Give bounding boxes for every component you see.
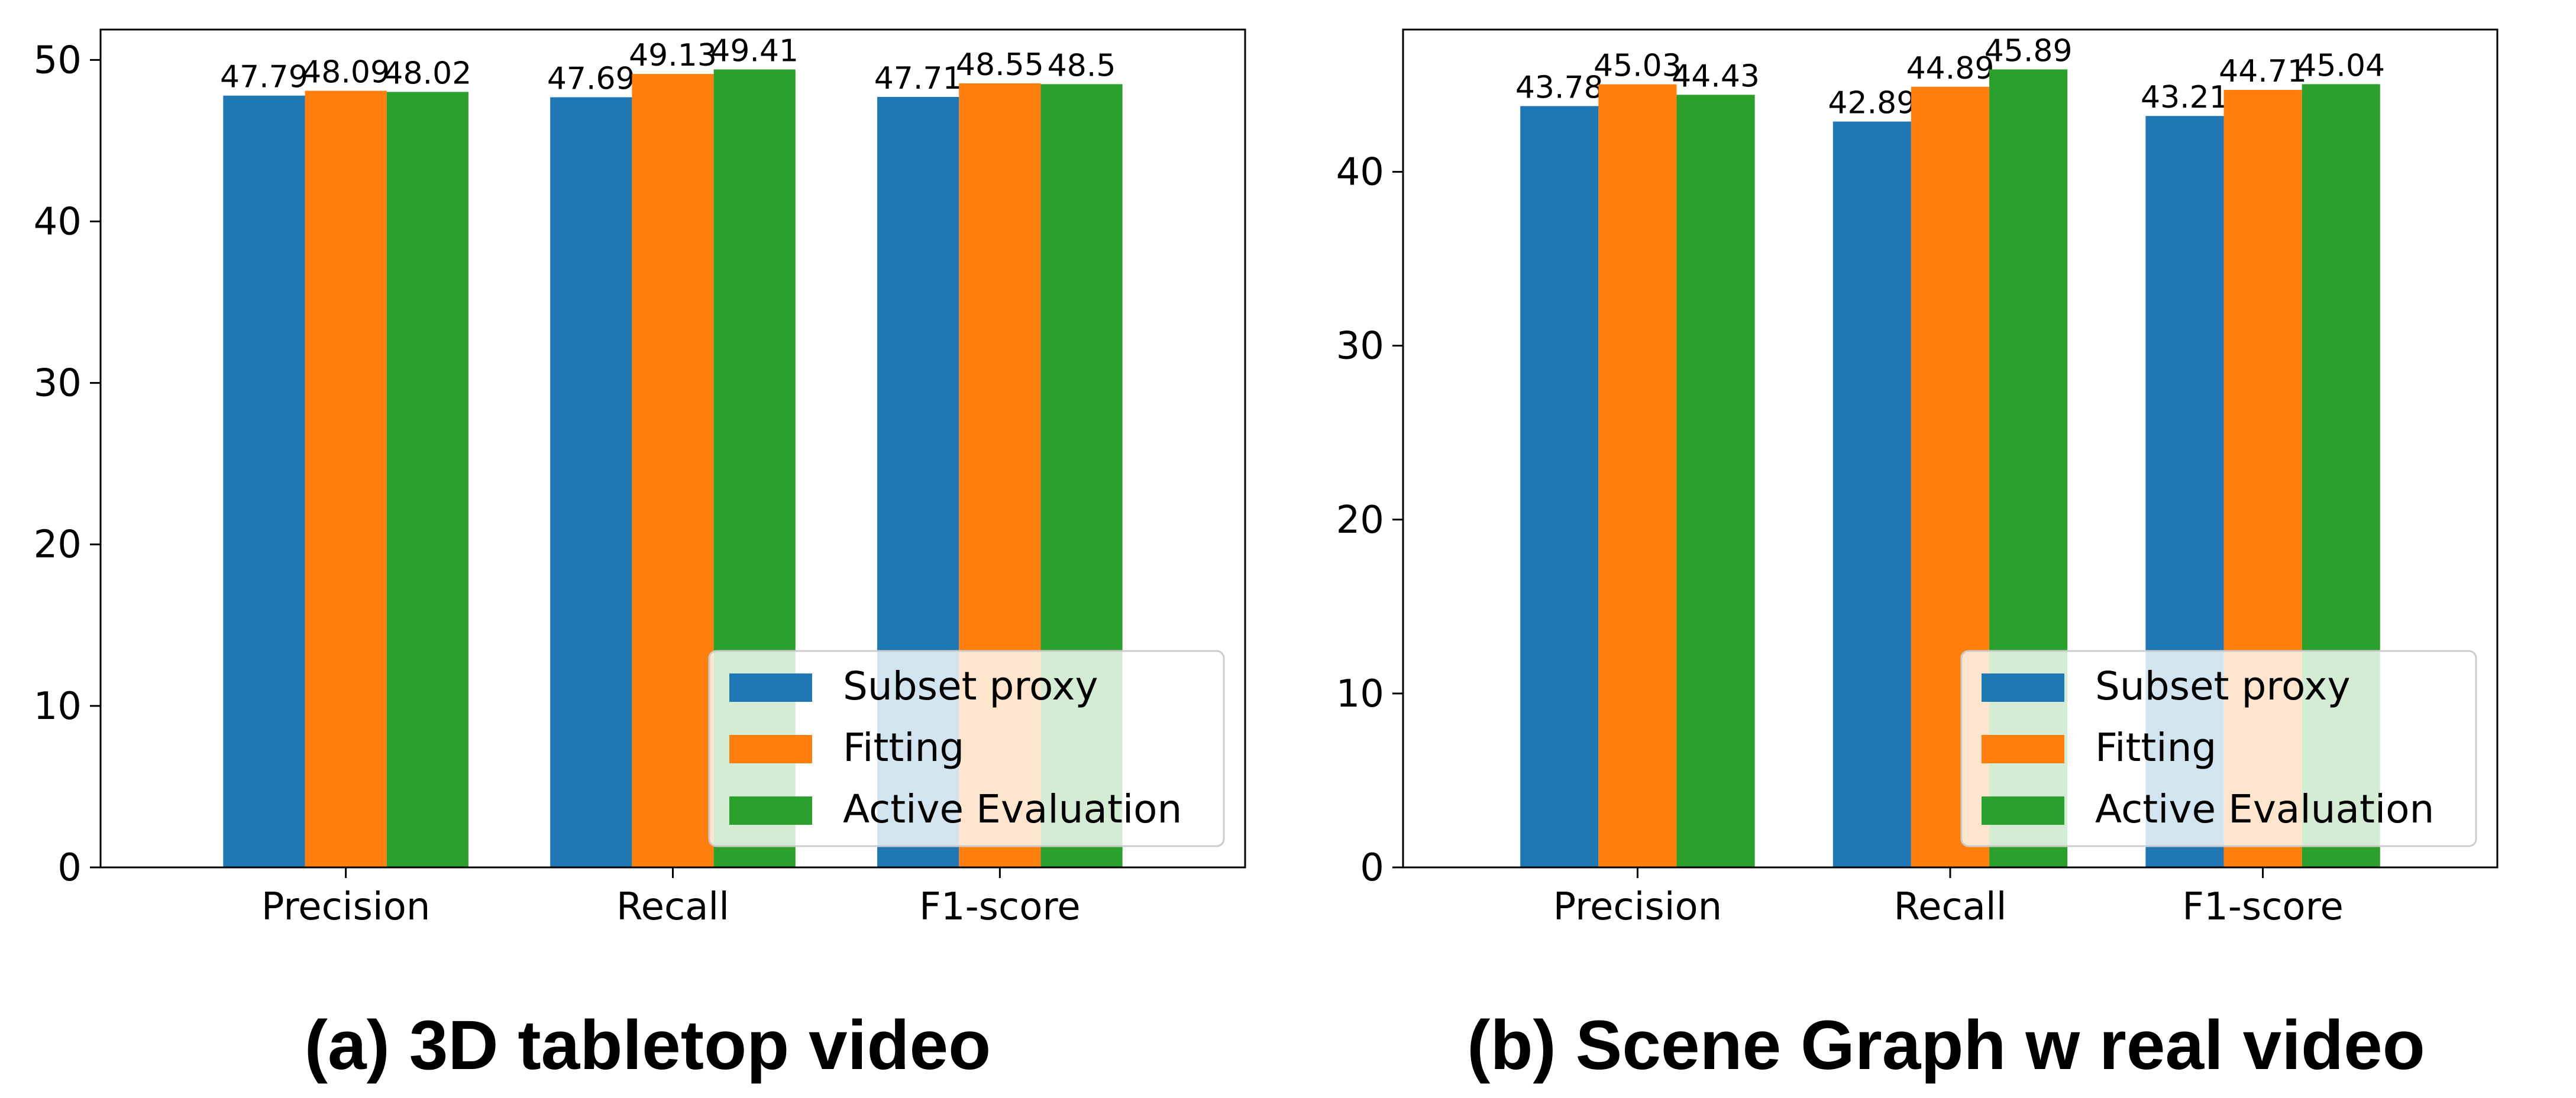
data-label: 48.02 xyxy=(383,56,471,91)
legend-swatch-active-evaluation xyxy=(1982,796,2064,825)
data-label: 47.69 xyxy=(547,61,635,96)
bar-fitting-precision xyxy=(1598,84,1677,868)
legend-label-subset-proxy: Subset proxy xyxy=(843,663,1098,709)
bar-fitting-precision xyxy=(305,90,387,868)
data-label: 47.71 xyxy=(874,61,962,96)
data-label: 47.79 xyxy=(220,60,308,95)
data-label: 48.55 xyxy=(956,47,1044,83)
data-label: 49.13 xyxy=(629,38,717,73)
data-label: 42.89 xyxy=(1828,86,1916,121)
x-tick-label: F1-score xyxy=(2182,885,2344,929)
y-tick-label: 10 xyxy=(1336,672,1384,716)
y-tick-label: 30 xyxy=(1336,325,1384,368)
bar-subset-proxy-recall xyxy=(550,97,632,867)
y-tick-label: 30 xyxy=(34,362,82,406)
legend-swatch-active-evaluation xyxy=(729,796,812,825)
bar-active-evaluation-precision xyxy=(386,92,468,867)
bar-subset-proxy-precision xyxy=(223,95,305,867)
legend-swatch-subset-proxy xyxy=(729,673,812,702)
y-tick-label: 40 xyxy=(34,200,82,244)
chart-a: 0 10 20 30 40 50 47.79 47.69 47.71 48.09 49.13 48.5… xyxy=(34,28,1246,929)
y-tick-label: 20 xyxy=(1336,498,1384,542)
y-tick-label: 20 xyxy=(34,523,82,567)
legend: Subset proxy Fitting Active Evaluation xyxy=(708,650,1225,847)
data-label: 45.03 xyxy=(1594,48,1682,84)
bar-subset-proxy-recall xyxy=(1832,121,1911,867)
caption-a: (a) 3D tabletop video xyxy=(304,1006,991,1084)
legend-label-subset-proxy: Subset proxy xyxy=(2095,663,2351,709)
legend-label-fitting: Fitting xyxy=(2095,725,2216,770)
y-tick-label: 50 xyxy=(34,38,82,82)
data-label: 43.21 xyxy=(2141,80,2229,115)
x-tick-label: Precision xyxy=(261,885,431,929)
y-tick-label: 10 xyxy=(34,685,82,728)
legend-label-active-evaluation: Active Evaluation xyxy=(2095,786,2434,832)
data-label: 49.41 xyxy=(710,33,799,69)
legend-box xyxy=(708,650,1225,847)
bar-fitting-recall xyxy=(632,74,714,867)
data-label: 44.43 xyxy=(1672,59,1760,94)
y-tick-label: 0 xyxy=(1360,846,1384,890)
data-label: 44.89 xyxy=(1906,51,1995,86)
x-tick-label: Precision xyxy=(1553,885,1722,929)
data-label: 44.71 xyxy=(2219,54,2307,89)
x-tick-label: Recall xyxy=(616,885,729,929)
legend-box xyxy=(1960,650,2477,847)
bar-active-evaluation-precision xyxy=(1676,95,1755,867)
axes-frame xyxy=(99,28,1246,869)
legend-label-fitting: Fitting xyxy=(843,725,964,770)
legend-label-active-evaluation: Active Evaluation xyxy=(843,786,1182,832)
x-tick-label: F1-score xyxy=(919,885,1081,929)
data-label: 48.5 xyxy=(1048,48,1116,83)
legend-swatch-subset-proxy xyxy=(1982,673,2064,702)
y-tick-label: 40 xyxy=(1336,151,1384,195)
bar-subset-proxy-precision xyxy=(1520,106,1599,868)
data-label: 43.78 xyxy=(1515,70,1604,105)
data-label: 48.09 xyxy=(302,55,390,90)
data-label: 45.89 xyxy=(1984,33,2073,69)
y-tick-label: 0 xyxy=(57,846,82,890)
x-tick-label: Recall xyxy=(1894,885,2007,929)
legend-swatch-fitting xyxy=(1982,735,2064,763)
caption-b: (b) Scene Graph w real video xyxy=(1467,1006,2425,1084)
legend: Subset proxy Fitting Active Evaluation xyxy=(1960,650,2477,847)
axes-frame xyxy=(1402,28,2499,869)
data-label: 45.04 xyxy=(2297,48,2385,83)
legend-swatch-fitting xyxy=(729,735,812,763)
